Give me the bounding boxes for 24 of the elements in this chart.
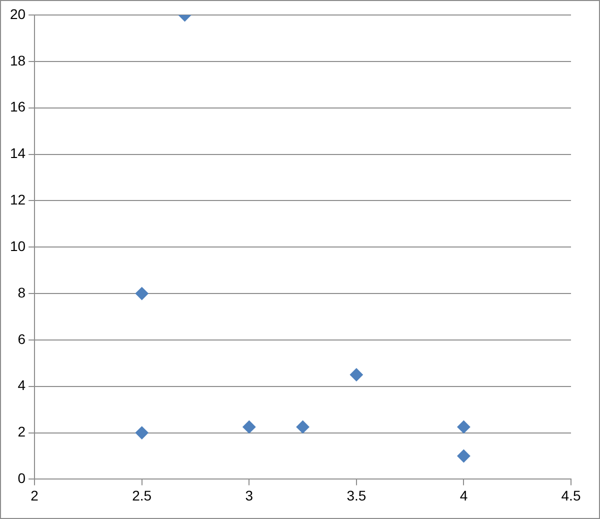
y-tick-label: 6: [18, 330, 26, 347]
point: [135, 287, 148, 300]
y-tick-label: 4: [18, 377, 26, 394]
y-tick-label: 12: [10, 192, 26, 208]
x-tick-label: 2.5: [132, 487, 152, 504]
y-tick-label: 20: [10, 6, 26, 22]
point: [296, 420, 310, 434]
x-tick-label: 3.5: [346, 487, 366, 504]
y-tick-label: 18: [10, 52, 26, 68]
x-tick-label: 4: [460, 487, 468, 504]
y-tick-label: 0: [18, 470, 26, 486]
y-tick-label: 16: [10, 98, 26, 115]
y-tick-label: 14: [10, 145, 26, 162]
point: [350, 368, 363, 382]
point: [457, 420, 470, 434]
x-tick-label: 3: [245, 487, 254, 504]
y-tick-label: 10: [10, 238, 26, 254]
point: [457, 449, 470, 462]
y-tick-label: 8: [18, 284, 26, 300]
point: [242, 420, 256, 434]
x-tick-label: 2: [30, 487, 39, 504]
y-tick-label: 2: [18, 424, 26, 440]
x-tick-label: 4.5: [561, 487, 581, 504]
point: [135, 426, 148, 440]
